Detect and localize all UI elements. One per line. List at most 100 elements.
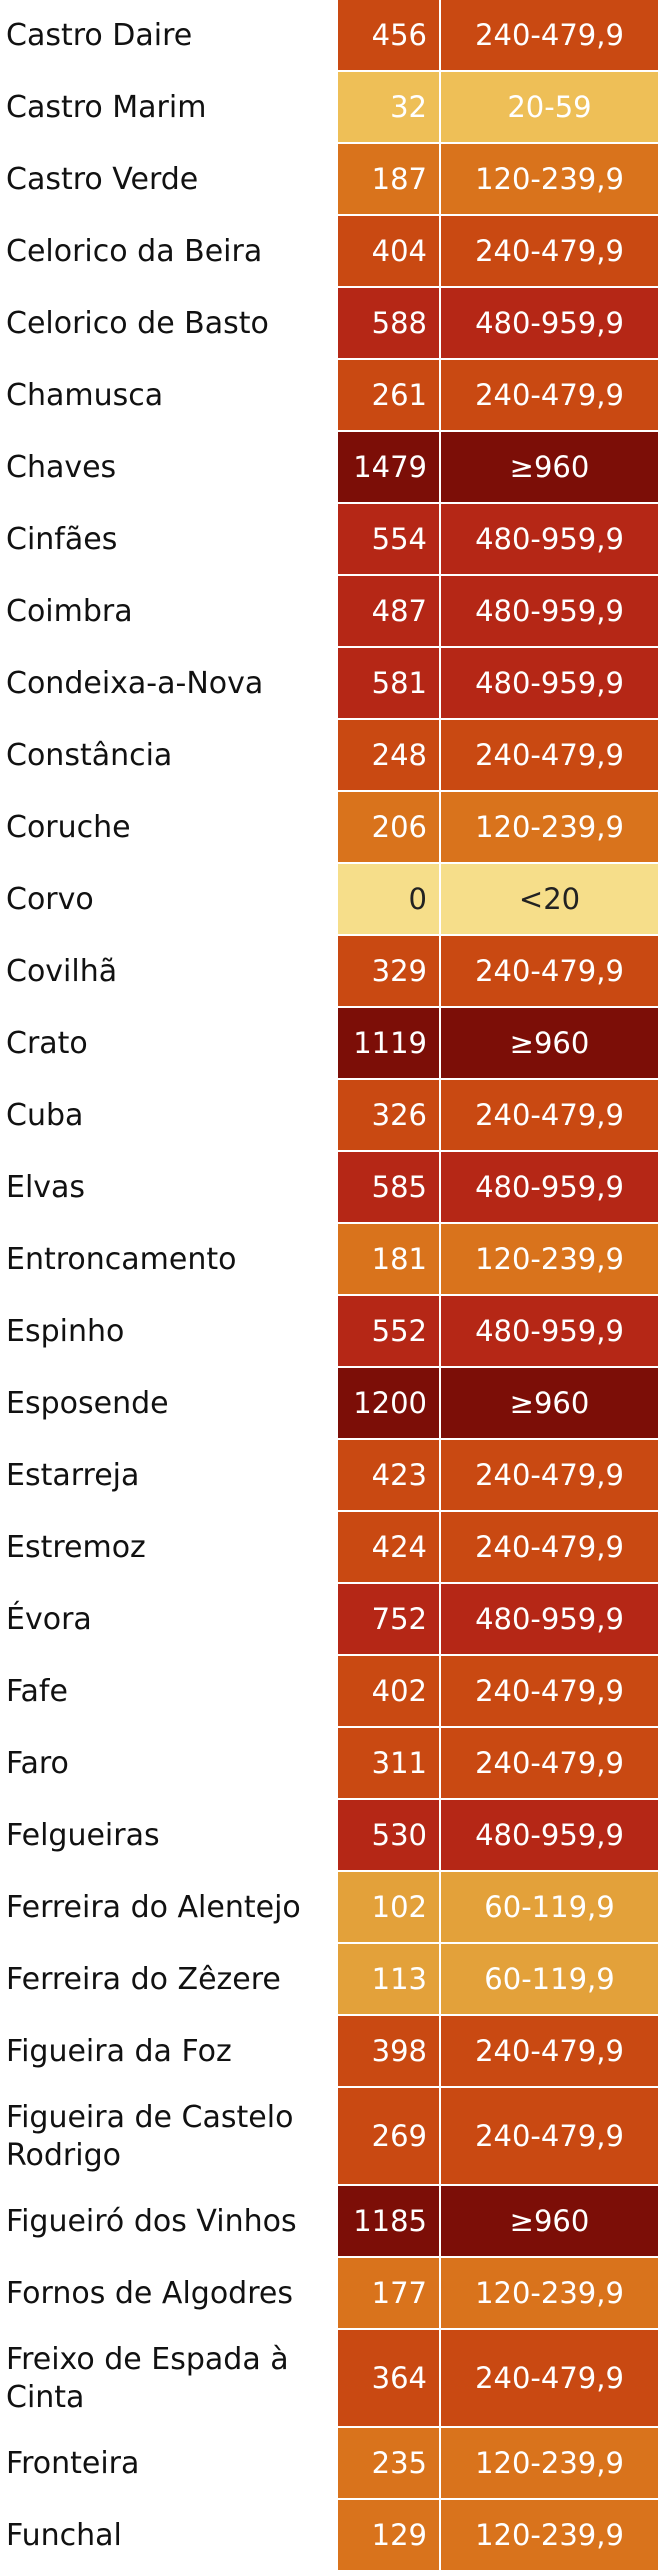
incidence-range: 240-479,9	[441, 1512, 658, 1584]
incidence-value: 423	[338, 1440, 441, 1512]
incidence-value: 177	[338, 2258, 441, 2330]
table-row: Funchal 129 120-239,9	[0, 2500, 660, 2572]
municipality-name: Celorico da Beira	[0, 216, 338, 288]
table-row: Cuba 326 240-479,9	[0, 1080, 660, 1152]
table-row: Celorico da Beira 404 240-479,9	[0, 216, 660, 288]
municipality-name: Ferreira do Zêzere	[0, 1944, 338, 2016]
municipality-name: Coimbra	[0, 576, 338, 648]
municipality-name: Chamusca	[0, 360, 338, 432]
incidence-range: <20	[441, 864, 658, 936]
table-row: Celorico de Basto 588 480-959,9	[0, 288, 660, 360]
incidence-value: 424	[338, 1512, 441, 1584]
incidence-range: 480-959,9	[441, 1296, 658, 1368]
municipality-name: Chaves	[0, 432, 338, 504]
incidence-range: 240-479,9	[441, 1080, 658, 1152]
table-row: Cinfães 554 480-959,9	[0, 504, 660, 576]
incidence-value: 181	[338, 1224, 441, 1296]
incidence-value: 32	[338, 72, 441, 144]
municipality-name: Castro Marim	[0, 72, 338, 144]
table-row: Évora 752 480-959,9	[0, 1584, 660, 1656]
incidence-range: 240-479,9	[441, 2016, 658, 2088]
incidence-value: 402	[338, 1656, 441, 1728]
table-row: Fronteira 235 120-239,9	[0, 2428, 660, 2500]
incidence-range: 240-479,9	[441, 2330, 658, 2428]
table-row: Chaves 1479 ≥960	[0, 432, 660, 504]
municipality-name: Freixo de Espada à Cinta	[0, 2330, 338, 2428]
incidence-value: 487	[338, 576, 441, 648]
municipality-name: Condeixa-a-Nova	[0, 648, 338, 720]
incidence-range: 120-239,9	[441, 792, 658, 864]
table-row: Faro 311 240-479,9	[0, 1728, 660, 1800]
municipality-name: Crato	[0, 1008, 338, 1080]
table-row: Espinho 552 480-959,9	[0, 1296, 660, 1368]
incidence-range: 60-119,9	[441, 1872, 658, 1944]
municipality-name: Fronteira	[0, 2428, 338, 2500]
incidence-value: 187	[338, 144, 441, 216]
incidence-range: 240-479,9	[441, 1440, 658, 1512]
municipality-name: Cuba	[0, 1080, 338, 1152]
incidence-value: 248	[338, 720, 441, 792]
municipality-name: Felgueiras	[0, 1800, 338, 1872]
incidence-range: 120-239,9	[441, 2258, 658, 2330]
incidence-range: 240-479,9	[441, 1728, 658, 1800]
incidence-range: 240-479,9	[441, 1656, 658, 1728]
table-row: Ferreira do Alentejo 102 60-119,9	[0, 1872, 660, 1944]
incidence-value: 364	[338, 2330, 441, 2428]
incidence-value: 752	[338, 1584, 441, 1656]
table-row: Castro Daire 456 240-479,9	[0, 0, 660, 72]
table-row: Freixo de Espada à Cinta 364 240-479,9	[0, 2330, 660, 2428]
incidence-value: 113	[338, 1944, 441, 2016]
table-row: Condeixa-a-Nova 581 480-959,9	[0, 648, 660, 720]
municipality-name: Figueira de Castelo Rodrigo	[0, 2088, 338, 2186]
incidence-value: 102	[338, 1872, 441, 1944]
municipality-name: Constância	[0, 720, 338, 792]
incidence-value: 588	[338, 288, 441, 360]
incidence-value: 261	[338, 360, 441, 432]
incidence-value: 554	[338, 504, 441, 576]
municipality-name: Castro Daire	[0, 0, 338, 72]
municipality-name: Coruche	[0, 792, 338, 864]
table-row: Fafe 402 240-479,9	[0, 1656, 660, 1728]
incidence-value: 585	[338, 1152, 441, 1224]
incidence-range: 120-239,9	[441, 1224, 658, 1296]
municipality-name: Estremoz	[0, 1512, 338, 1584]
incidence-range: 120-239,9	[441, 2428, 658, 2500]
municipality-name: Ferreira do Alentejo	[0, 1872, 338, 1944]
incidence-range: 480-959,9	[441, 1152, 658, 1224]
table-row: Crato 1119 ≥960	[0, 1008, 660, 1080]
table-row: Figueira de Castelo Rodrigo 269 240-479,9	[0, 2088, 660, 2186]
incidence-value: 1200	[338, 1368, 441, 1440]
incidence-range: ≥960	[441, 2186, 658, 2258]
table-row: Felgueiras 530 480-959,9	[0, 1800, 660, 1872]
municipality-name: Figueira da Foz	[0, 2016, 338, 2088]
incidence-range: 120-239,9	[441, 2500, 658, 2572]
municipality-name: Elvas	[0, 1152, 338, 1224]
incidence-range: 240-479,9	[441, 2088, 658, 2186]
incidence-range: 480-959,9	[441, 504, 658, 576]
incidence-range: 120-239,9	[441, 144, 658, 216]
municipality-name: Figueiró dos Vinhos	[0, 2186, 338, 2258]
table-row: Coimbra 487 480-959,9	[0, 576, 660, 648]
incidence-value: 329	[338, 936, 441, 1008]
municipality-name: Entroncamento	[0, 1224, 338, 1296]
incidence-value: 1119	[338, 1008, 441, 1080]
table-row: Estremoz 424 240-479,9	[0, 1512, 660, 1584]
municipality-name: Fafe	[0, 1656, 338, 1728]
municipality-name: Cinfães	[0, 504, 338, 576]
incidence-range: 60-119,9	[441, 1944, 658, 2016]
municipality-name: Évora	[0, 1584, 338, 1656]
table-row: Ferreira do Zêzere 113 60-119,9	[0, 1944, 660, 2016]
incidence-range: 240-479,9	[441, 936, 658, 1008]
incidence-value: 1185	[338, 2186, 441, 2258]
table-row: Figueiró dos Vinhos 1185 ≥960	[0, 2186, 660, 2258]
incidence-range: ≥960	[441, 1008, 658, 1080]
incidence-value: 404	[338, 216, 441, 288]
incidence-value: 456	[338, 0, 441, 72]
incidence-range: 240-479,9	[441, 360, 658, 432]
municipality-name: Estarreja	[0, 1440, 338, 1512]
incidence-value: 235	[338, 2428, 441, 2500]
table-row: Covilhã 329 240-479,9	[0, 936, 660, 1008]
incidence-range: 240-479,9	[441, 216, 658, 288]
incidence-value: 398	[338, 2016, 441, 2088]
